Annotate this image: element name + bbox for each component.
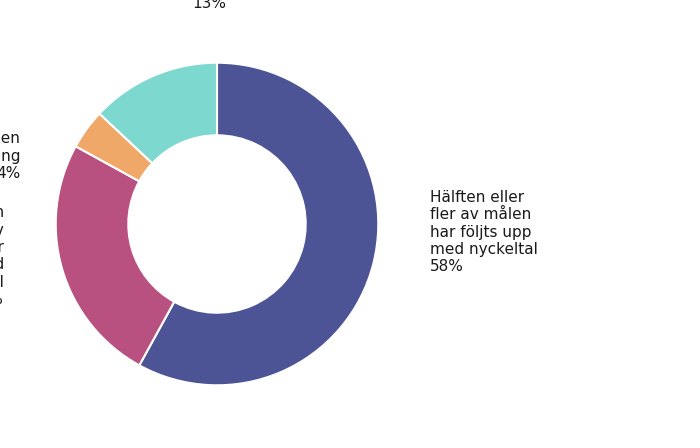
Wedge shape [56, 146, 174, 365]
Text: Har ingen
upp följning
4%: Har ingen upp följning 4% [0, 131, 20, 181]
Text: Hälften eller
fler av målen
har följts upp
med nyckeltal
58%: Hälften eller fler av målen har följts u… [430, 190, 538, 274]
Wedge shape [76, 114, 153, 181]
Text: Ej svarat
13%: Ej svarat 13% [176, 0, 242, 11]
Wedge shape [139, 63, 378, 385]
Wedge shape [99, 63, 217, 163]
Text: Mindre än
hälften av
målen har
följts upp med
nyckeltal
25%: Mindre än hälften av målen har följts up… [0, 205, 4, 307]
